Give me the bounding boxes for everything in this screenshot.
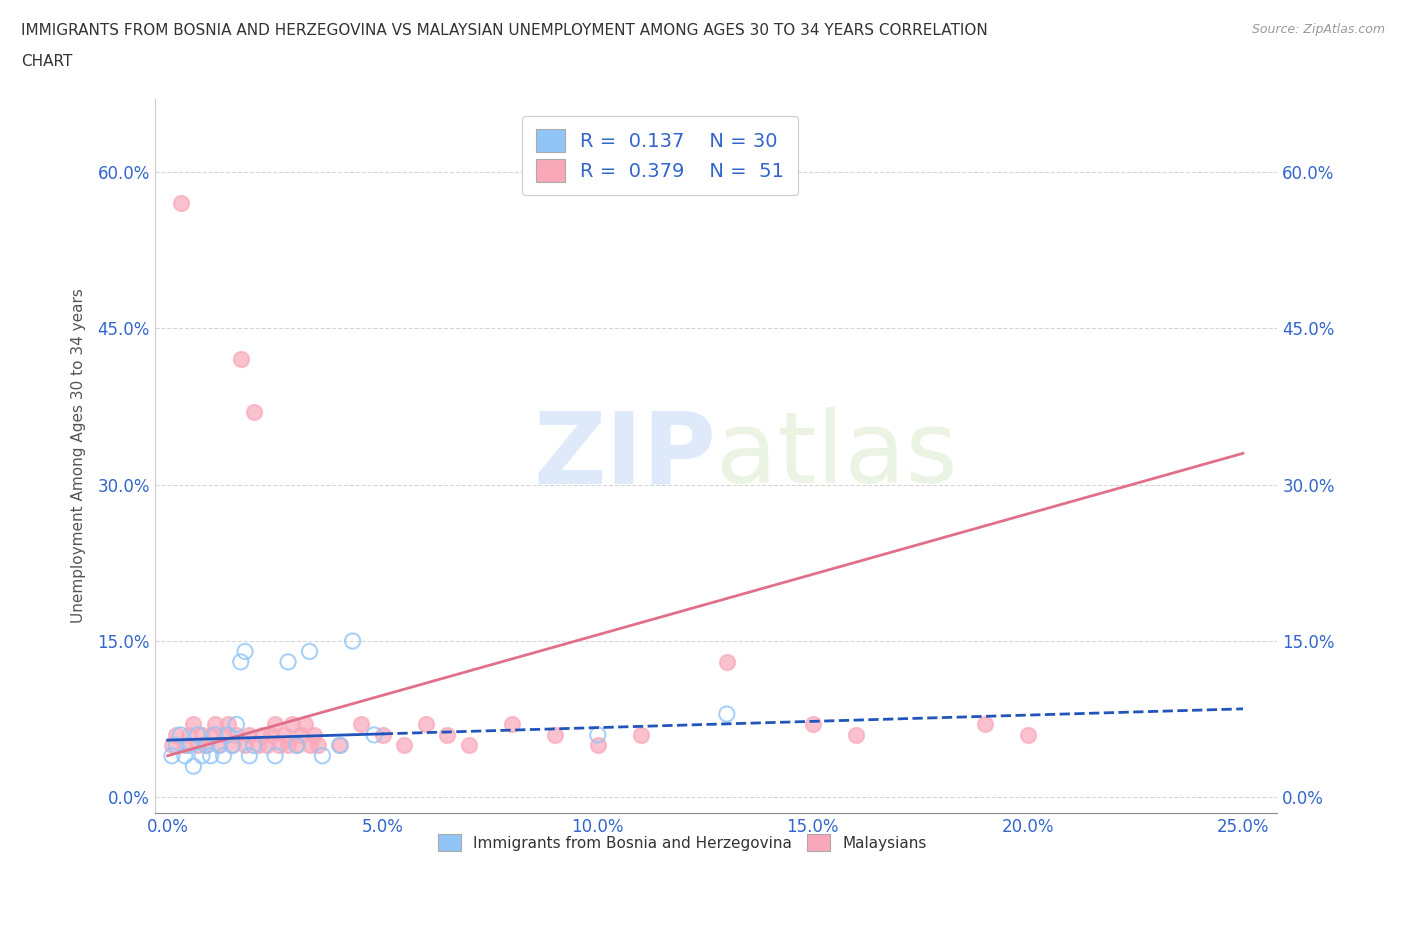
Text: ZIP: ZIP <box>533 407 716 504</box>
Point <box>165 737 187 752</box>
Point <box>242 737 264 752</box>
Point <box>160 749 183 764</box>
Point <box>294 717 316 732</box>
Point <box>160 737 183 752</box>
Legend: Immigrants from Bosnia and Herzegovina, Malaysians: Immigrants from Bosnia and Herzegovina, … <box>430 826 935 859</box>
Point <box>233 737 256 752</box>
Point <box>183 717 205 732</box>
Point <box>277 737 299 752</box>
Point <box>229 352 252 366</box>
Point <box>221 737 243 752</box>
Point <box>392 737 415 752</box>
Point <box>165 727 187 742</box>
Y-axis label: Unemployment Among Ages 30 to 34 years: Unemployment Among Ages 30 to 34 years <box>72 288 86 623</box>
Point <box>229 655 252 670</box>
Point <box>281 717 304 732</box>
Point <box>329 737 352 752</box>
Point <box>273 727 295 742</box>
Point <box>225 717 247 732</box>
Point <box>298 644 321 659</box>
Point <box>415 717 437 732</box>
Point <box>233 644 256 659</box>
Point <box>845 727 868 742</box>
Point <box>212 749 235 764</box>
Point <box>195 737 218 752</box>
Point <box>285 737 308 752</box>
Point <box>457 737 479 752</box>
Point <box>716 655 738 670</box>
Point <box>311 749 333 764</box>
Point <box>217 727 239 742</box>
Point <box>204 727 226 742</box>
Point <box>277 655 299 670</box>
Point <box>179 737 201 752</box>
Point <box>246 737 269 752</box>
Point <box>801 717 824 732</box>
Text: IMMIGRANTS FROM BOSNIA AND HERZEGOVINA VS MALAYSIAN UNEMPLOYMENT AMONG AGES 30 T: IMMIGRANTS FROM BOSNIA AND HERZEGOVINA V… <box>21 23 988 38</box>
Point <box>187 727 209 742</box>
Point <box>200 727 222 742</box>
Point <box>200 749 222 764</box>
Point <box>350 717 373 732</box>
Point <box>1017 727 1039 742</box>
Point <box>342 633 364 648</box>
Point <box>242 405 264 419</box>
Point <box>179 727 201 742</box>
Point <box>238 727 260 742</box>
Point <box>191 749 214 764</box>
Point <box>371 727 394 742</box>
Point <box>586 737 609 752</box>
Point <box>290 727 312 742</box>
Point <box>183 759 205 774</box>
Point <box>501 717 523 732</box>
Point <box>169 195 191 210</box>
Point <box>329 737 352 752</box>
Point <box>217 717 239 732</box>
Point <box>173 749 195 764</box>
Point <box>544 727 567 742</box>
Point <box>716 707 738 722</box>
Point <box>195 737 218 752</box>
Text: CHART: CHART <box>21 54 73 69</box>
Point <box>586 727 609 742</box>
Point <box>363 727 385 742</box>
Point <box>307 737 329 752</box>
Text: Source: ZipAtlas.com: Source: ZipAtlas.com <box>1251 23 1385 36</box>
Point <box>302 727 325 742</box>
Point <box>169 727 191 742</box>
Point <box>225 727 247 742</box>
Point <box>173 737 195 752</box>
Point <box>298 737 321 752</box>
Point <box>260 727 283 742</box>
Point <box>436 727 458 742</box>
Point <box>238 749 260 764</box>
Text: atlas: atlas <box>716 407 957 504</box>
Point <box>221 737 243 752</box>
Point <box>187 737 209 752</box>
Point <box>285 737 308 752</box>
Point <box>191 727 214 742</box>
Point <box>256 737 278 752</box>
Point <box>264 749 287 764</box>
Point <box>630 727 652 742</box>
Point <box>252 727 274 742</box>
Point <box>208 737 231 752</box>
Point <box>973 717 995 732</box>
Point <box>269 737 291 752</box>
Point <box>212 727 235 742</box>
Point <box>204 717 226 732</box>
Point <box>208 737 231 752</box>
Point <box>264 717 287 732</box>
